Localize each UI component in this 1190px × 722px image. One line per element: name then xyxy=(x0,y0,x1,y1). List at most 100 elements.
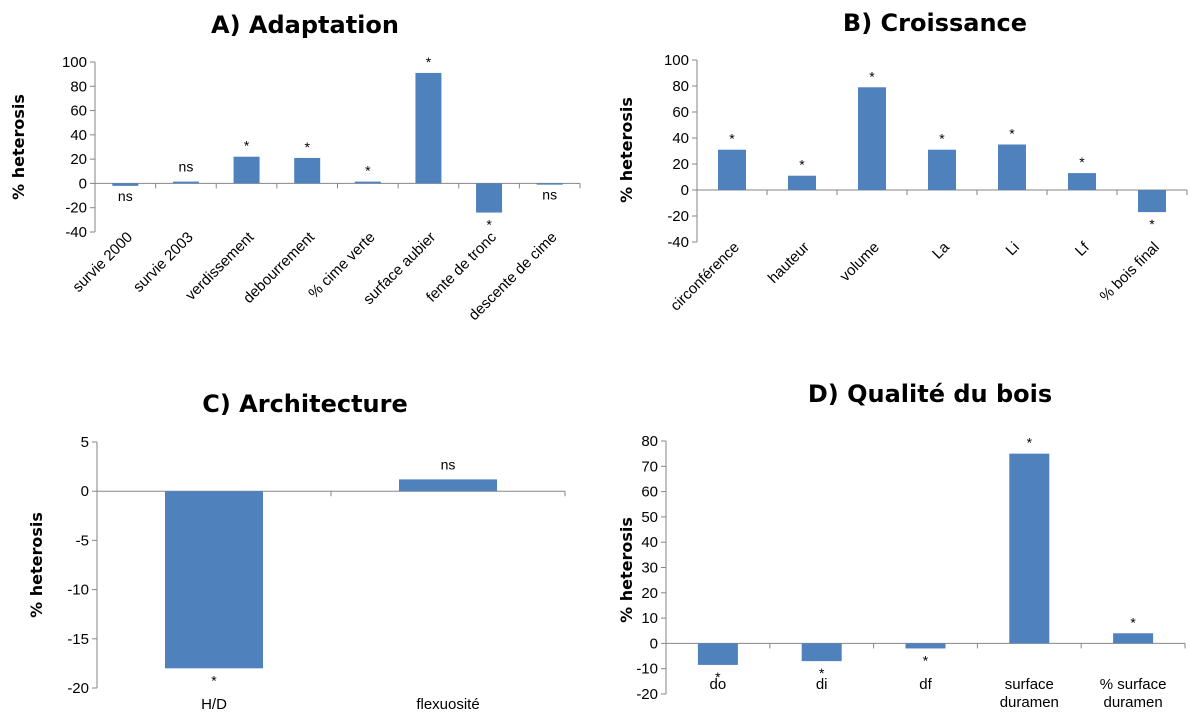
significance-label: * xyxy=(819,665,825,681)
x-tick-label: Lf xyxy=(1072,238,1093,259)
significance-label: * xyxy=(426,54,432,70)
y-tick-label: 50 xyxy=(641,509,658,526)
y-axis-label: % heterosis xyxy=(617,97,636,203)
y-tick-label: 40 xyxy=(641,534,658,551)
significance-label: * xyxy=(1027,435,1033,451)
bar xyxy=(536,183,563,185)
bar xyxy=(788,175,816,190)
significance-label: * xyxy=(486,217,492,233)
bar xyxy=(415,72,442,184)
y-tick-label: 20 xyxy=(641,585,658,602)
y-tick-label: -20 xyxy=(636,686,658,703)
y-tick-label: 80 xyxy=(70,78,87,95)
significance-label: * xyxy=(365,163,371,179)
y-tick-label: 100 xyxy=(664,52,689,69)
chart-title: B) Croissance xyxy=(843,9,1027,37)
significance-label: ns xyxy=(441,456,456,472)
y-tick-label: 40 xyxy=(70,127,87,144)
y-tick-label: -10 xyxy=(67,582,89,599)
y-tick-label: -10 xyxy=(636,661,658,678)
bar xyxy=(165,491,263,669)
x-tick-label: volume xyxy=(837,239,883,285)
y-tick-label: 40 xyxy=(672,130,689,147)
panel-qualite-du-bois: D) Qualité du bois % heterosis -20 -10 0 10 20… xyxy=(617,380,1186,711)
x-tick-label: % surface duramen xyxy=(1100,676,1167,711)
x-tick-label: % bois final xyxy=(1097,239,1163,305)
x-tick-label: La xyxy=(929,238,953,262)
significance-label: ns xyxy=(118,188,133,204)
panel-croissance: B) Croissance % heterosis -40 -20 0 20 40 60 80 1… xyxy=(617,9,1188,315)
y-tick-label: 0 xyxy=(81,483,89,500)
x-tick-label: di xyxy=(816,676,828,693)
y-tick-label: -15 xyxy=(67,631,89,648)
y-tick-label: 30 xyxy=(641,560,658,577)
significance-label: ns xyxy=(542,187,557,203)
x-tick-label-line: df xyxy=(919,676,932,693)
bar xyxy=(697,643,738,665)
y-axis-label: % heterosis xyxy=(617,517,636,623)
bar xyxy=(112,183,139,186)
x-tick-label: H/D xyxy=(201,696,227,713)
bar xyxy=(998,144,1026,190)
x-tick-label: do xyxy=(710,676,727,693)
bar xyxy=(858,87,886,190)
x-tick-label-line: H/D xyxy=(201,696,227,713)
bar xyxy=(354,181,381,184)
chart-title: D) Qualité du bois xyxy=(808,380,1052,408)
bar xyxy=(801,643,842,662)
x-tick-label: hauteur xyxy=(765,239,813,287)
x-tick-label: survie 2003 xyxy=(130,229,197,296)
y-tick-label: 20 xyxy=(672,156,689,173)
significance-label: * xyxy=(1149,216,1155,232)
bar xyxy=(928,149,956,190)
bar xyxy=(1138,190,1166,213)
y-tick-label: 5 xyxy=(81,434,89,451)
significance-label: * xyxy=(304,139,310,155)
significance-label: * xyxy=(715,669,721,685)
y-tick-label: 0 xyxy=(79,175,87,192)
panel-adaptation: A) Adaptation % heterosis -40 -20 0 20 40 60 80 1… xyxy=(9,11,581,324)
x-tick-label: Li xyxy=(1003,239,1023,259)
y-axis-label: % heterosis xyxy=(9,94,28,200)
significance-label: * xyxy=(211,672,217,688)
panel-architecture: C) Architecture % heterosis -20 -15 -10 -5 0 5 *… xyxy=(27,390,566,713)
bar xyxy=(905,643,946,649)
x-tick-label-line: do xyxy=(710,676,727,693)
chart-title: A) Adaptation xyxy=(211,11,399,39)
y-tick-label: 80 xyxy=(641,433,658,450)
y-tick-label: 60 xyxy=(672,104,689,121)
bar xyxy=(476,183,503,213)
bar xyxy=(294,157,321,184)
y-tick-label: 0 xyxy=(681,182,689,199)
bar xyxy=(1009,453,1050,644)
y-tick-label: -40 xyxy=(65,224,87,241)
x-tick-label-line: % surface xyxy=(1100,676,1167,693)
y-tick-label: 80 xyxy=(672,78,689,95)
bar xyxy=(718,149,746,190)
x-tick-label-line: di xyxy=(816,676,828,693)
y-tick-label: -20 xyxy=(67,680,89,697)
y-tick-label: -5 xyxy=(76,532,89,549)
bar xyxy=(1113,633,1154,644)
y-tick-label: -20 xyxy=(667,208,689,225)
y-tick-label: 60 xyxy=(70,103,87,120)
x-tick-label: df xyxy=(919,676,932,693)
x-tick-label-line: duramen xyxy=(1000,694,1059,711)
y-tick-label: 20 xyxy=(70,151,87,168)
y-tick-label: 70 xyxy=(641,458,658,475)
y-tick-label: -40 xyxy=(667,234,689,251)
bar xyxy=(233,156,260,184)
x-tick-label-line: flexuosité xyxy=(416,696,479,713)
y-tick-label: 60 xyxy=(641,484,658,501)
bar xyxy=(172,181,199,184)
significance-label: * xyxy=(923,652,929,668)
significance-label: * xyxy=(244,138,250,154)
significance-label: * xyxy=(1130,614,1136,630)
y-tick-label: 100 xyxy=(62,54,87,71)
significance-label: * xyxy=(1009,126,1015,142)
x-tick-label-line: surface xyxy=(1005,676,1054,693)
significance-label: * xyxy=(729,131,735,147)
bar xyxy=(1068,173,1096,190)
y-tick-label: 0 xyxy=(650,635,658,652)
